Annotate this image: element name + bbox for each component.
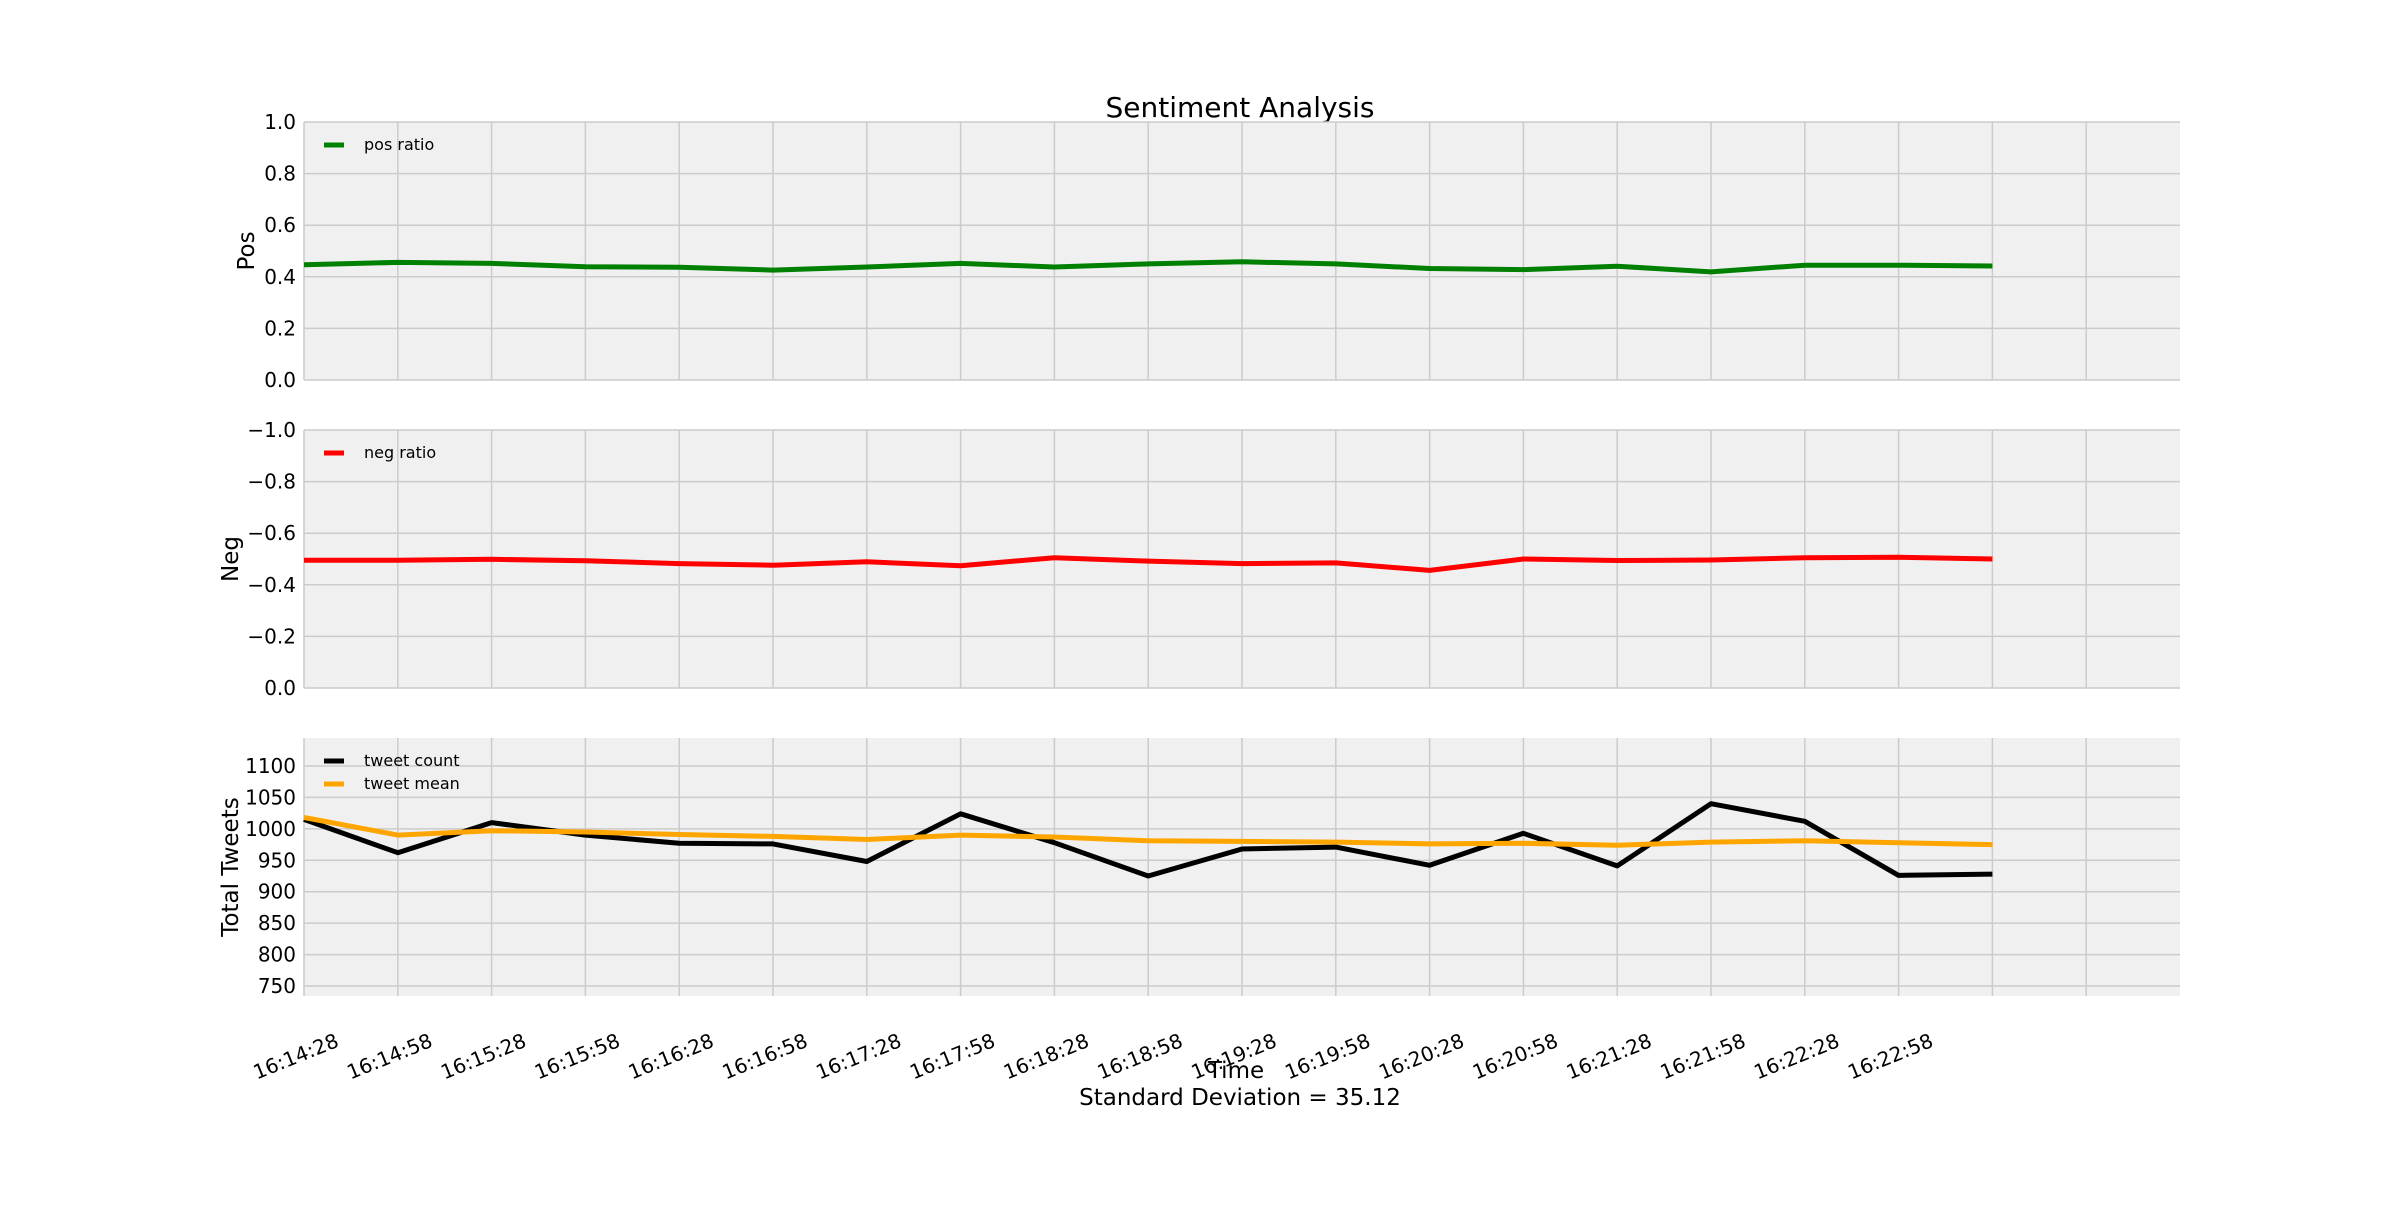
panel-1: 0.0 0.2 0.4 0.6 0.8 1.0 Pos pos ratio	[234, 110, 2180, 392]
y-tick-label: 0.8	[264, 162, 296, 186]
x-tick-label: 16:21:58	[1657, 1028, 1749, 1084]
x-tick-label: 16:17:58	[906, 1028, 998, 1084]
x-tick-label: 16:16:58	[719, 1028, 811, 1084]
x-axis-label: Time	[1207, 1058, 1264, 1084]
x-tick-label: 16:18:28	[1000, 1028, 1092, 1084]
x-tick-label: 16:16:28	[625, 1028, 717, 1084]
legend-label: neg ratio	[364, 443, 436, 462]
y-tick-label: 0.2	[264, 316, 296, 340]
std-dev-footer: Standard Deviation = 35.12	[1079, 1085, 1401, 1111]
panel-2: 0.0 −0.2 −0.4 −0.6 −0.8 −1.0 Neg neg ratio	[218, 418, 2180, 700]
y-tick-label: 750	[258, 974, 296, 998]
panels: 0.0 0.2 0.4 0.6 0.8 1.0 Pos pos ratio 0.0 −0.2 −0.…	[218, 110, 2180, 1084]
x-tick-label: 16:22:58	[1844, 1028, 1936, 1084]
x-tick-label: 16:18:58	[1094, 1028, 1186, 1084]
x-tick-labels: 16:14:28 16:14:58 16:15:28 16:15:58 16:16:28…	[250, 1028, 1937, 1084]
x-tick-label: 16:20:58	[1469, 1028, 1561, 1084]
x-tick-label: 16:14:28	[250, 1028, 342, 1084]
y-tick-label: −0.4	[247, 573, 296, 597]
y-tick-label: 0.6	[264, 213, 296, 237]
legend-label: tweet mean	[364, 774, 460, 793]
x-tick-label: 16:17:28	[812, 1028, 904, 1084]
y-tick-label: −0.8	[247, 470, 296, 494]
y-axis-label: Pos	[234, 231, 260, 270]
y-tick-label: 800	[258, 943, 296, 967]
y-axis-label: Total Tweets	[218, 797, 244, 937]
y-axis-label: Neg	[218, 536, 244, 582]
x-tick-label: 16:14:58	[343, 1028, 435, 1084]
y-tick-label: −1.0	[247, 418, 296, 442]
x-tick-label: 16:20:28	[1375, 1028, 1467, 1084]
y-tick-label: 1050	[245, 785, 296, 809]
y-tick-label: −0.6	[247, 521, 296, 545]
y-tick-label: −0.2	[247, 624, 296, 648]
y-tick-label: 950	[258, 848, 296, 872]
legend-label: tweet count	[364, 751, 460, 770]
y-tick-label: 1.0	[264, 110, 296, 134]
legend-label: pos ratio	[364, 135, 434, 154]
y-tick-label: 900	[258, 880, 296, 904]
y-tick-label: 0.0	[264, 676, 296, 700]
y-tick-label: 850	[258, 911, 296, 935]
chart-title: Sentiment Analysis	[1106, 91, 1375, 124]
y-tick-label: 1000	[245, 817, 296, 841]
x-tick-label: 16:22:28	[1750, 1028, 1842, 1084]
y-tick-label: 0.4	[264, 265, 296, 289]
y-tick-label: 0.0	[264, 368, 296, 392]
x-tick-label: 16:19:58	[1281, 1028, 1373, 1084]
x-tick-label: 16:15:58	[531, 1028, 623, 1084]
y-tick-label: 1100	[245, 754, 296, 778]
x-tick-label: 16:21:28	[1563, 1028, 1655, 1084]
x-tick-label: 16:15:28	[437, 1028, 529, 1084]
